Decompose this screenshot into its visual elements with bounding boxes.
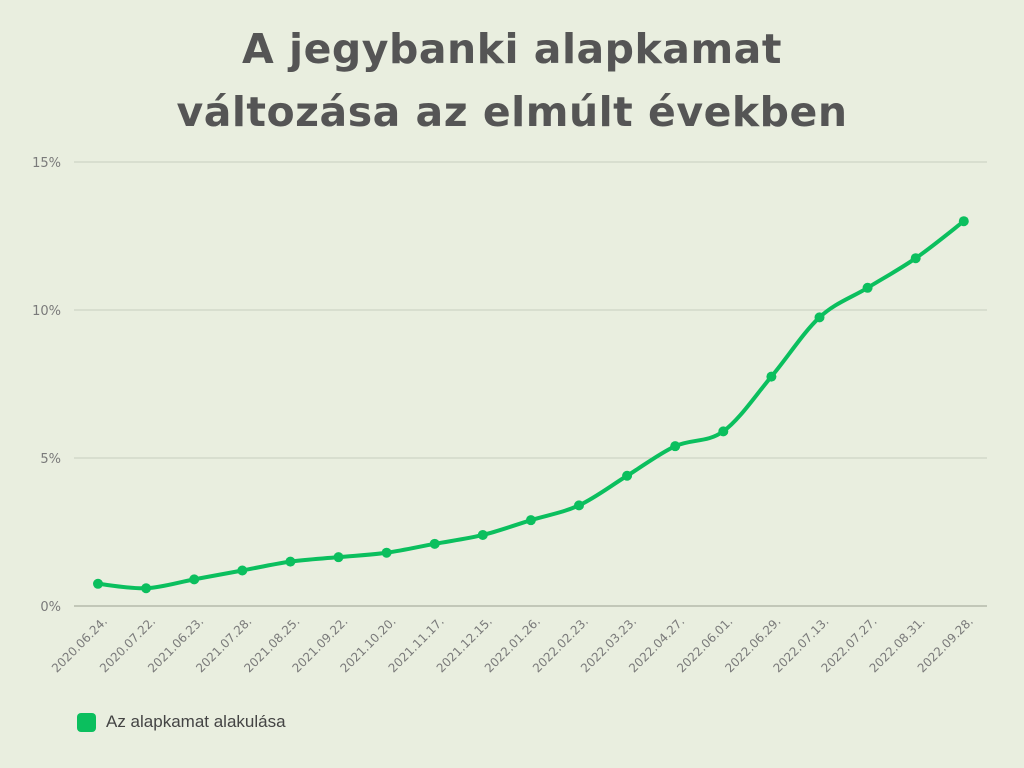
x-axis-ticks: 2020.06.24.2020.07.22.2021.06.23.2021.07… [49,614,976,675]
grid-lines [74,161,987,607]
chart-title-line2: változása az elmúlt években [176,88,848,136]
data-points [93,216,969,594]
y-axis-ticks: 0% 5% 10% 15% [32,156,61,615]
data-point[interactable] [910,253,921,264]
y-tick-label: 5% [40,452,61,467]
y-tick-label: 15% [32,156,61,171]
data-point[interactable] [670,441,681,452]
data-point[interactable] [237,565,248,576]
legend: Az alapkamat alakulása [77,712,286,732]
data-point[interactable] [189,574,200,585]
data-point[interactable] [285,556,296,567]
data-point[interactable] [333,552,344,563]
data-point[interactable] [141,583,152,594]
data-point[interactable] [574,500,584,511]
series-line-group [96,219,966,591]
data-point[interactable] [814,312,825,323]
chart-title-line1: A jegybanki alapkamat [242,25,782,73]
data-point[interactable] [429,538,440,549]
y-tick-label: 0% [40,600,61,615]
chart-title: A jegybanki alapkamat változása az elmúl… [0,18,1024,144]
legend-label: Az alapkamat alakulása [106,712,286,731]
data-point[interactable] [958,216,969,227]
legend-swatch [77,712,96,732]
data-point[interactable] [622,470,633,481]
data-point[interactable] [862,282,873,293]
series-line [96,219,966,591]
y-tick-label: 10% [32,304,61,319]
data-point[interactable] [93,578,103,589]
data-point[interactable] [718,426,729,437]
data-point[interactable] [381,547,392,558]
data-point[interactable] [477,529,488,540]
data-point[interactable] [525,515,536,526]
data-point[interactable] [766,371,777,382]
